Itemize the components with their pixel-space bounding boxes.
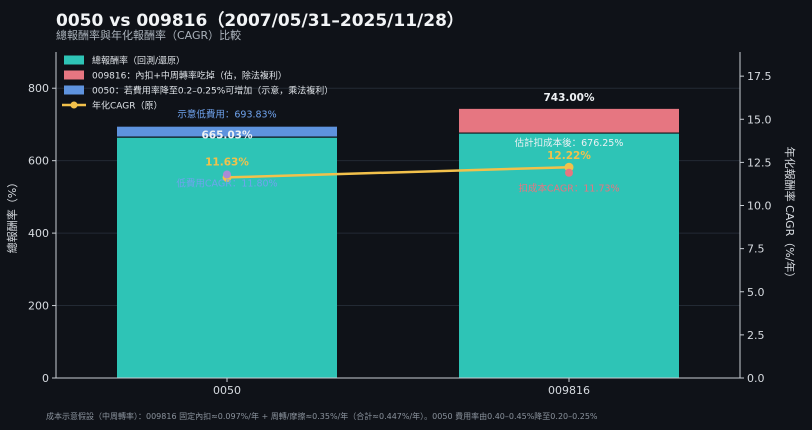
net-value-annotation: 估計扣成本後：676.25%	[515, 137, 624, 149]
x-tick-label: 009816	[548, 384, 590, 397]
bar-value-label: 665.03%	[201, 130, 253, 142]
legend-marker	[70, 101, 78, 109]
y-tick-label: 0	[42, 372, 49, 385]
fee-annotation: 示意低費用：693.83%	[177, 109, 276, 121]
y2-axis-label: 年化報酬率 CAGR（%/年）	[783, 147, 797, 284]
cagr-adjusted-point	[565, 168, 573, 177]
legend-label: 總報酬率（回測/還原）	[92, 55, 185, 67]
footnote: 成本示意假設（中周轉率）：009816 固定內扣≈0.097%/年 + 周轉/摩…	[46, 412, 598, 421]
chart-title: 0050 vs 009816（2007/05/31–2025/11/28）	[56, 11, 464, 31]
y2-tick-label: 17.5	[747, 70, 772, 83]
cagr-value-label: 12.22%	[547, 150, 591, 162]
cagr-value-label: 11.63%	[205, 156, 249, 168]
bar-fee-increment	[117, 126, 337, 138]
y-tick-label: 400	[28, 227, 49, 240]
y2-tick-label: 12.5	[747, 156, 772, 169]
axes: 0 200 400 600 800 0.0 2.5 5.0 7.5 10.0 12.5 15.0 17.…	[5, 52, 797, 397]
chart-subtitle: 總報酬率與年化報酬率（CAGR）比較	[56, 29, 242, 42]
legend-swatch	[64, 85, 84, 95]
y-axis-label: 總報酬率（%）	[5, 177, 19, 253]
legend: 總報酬率（回測/還原） 009816：內扣+中周轉率吃掉（估，除法複利） 0050：…	[62, 55, 333, 112]
legend-swatch	[64, 55, 84, 65]
y-tick-label: 600	[28, 155, 49, 168]
bar-cost-drag	[459, 108, 679, 134]
legend-label: 009816：內扣+中周轉率吃掉（估，除法複利）	[92, 70, 287, 82]
x-tick-label: 0050	[213, 384, 241, 397]
y2-tick-label: 2.5	[747, 329, 765, 342]
y2-tick-label: 15.0	[747, 113, 772, 126]
legend-label: 0050：若費用率降至0.2–0.25%可增加（示意，乘法複利）	[92, 85, 333, 97]
legend-swatch	[64, 70, 84, 80]
legend-label: 年化CAGR（原）	[92, 100, 163, 112]
y2-tick-label: 7.5	[747, 243, 765, 256]
y2-tick-label: 5.0	[747, 286, 765, 299]
bars	[117, 108, 679, 378]
bar-value-label: 743.00%	[543, 92, 595, 104]
cagr-adjusted-point	[223, 170, 231, 179]
cagr-adjusted-label: 低費用CAGR：11.80%	[176, 177, 277, 189]
y2-tick-label: 10.0	[747, 200, 772, 213]
cagr-adjusted-label: 扣成本CAGR：11.73%	[518, 183, 619, 195]
cagr-line-series	[222, 162, 574, 182]
data-labels: 示意低費用：693.83% 665.03% 11.63% 低費用CAGR：11.80%…	[176, 92, 623, 195]
y-tick-label: 200	[28, 300, 49, 313]
y2-tick-label: 0.0	[747, 372, 765, 385]
y-tick-label: 800	[28, 82, 49, 95]
cagr-line	[226, 165, 570, 179]
